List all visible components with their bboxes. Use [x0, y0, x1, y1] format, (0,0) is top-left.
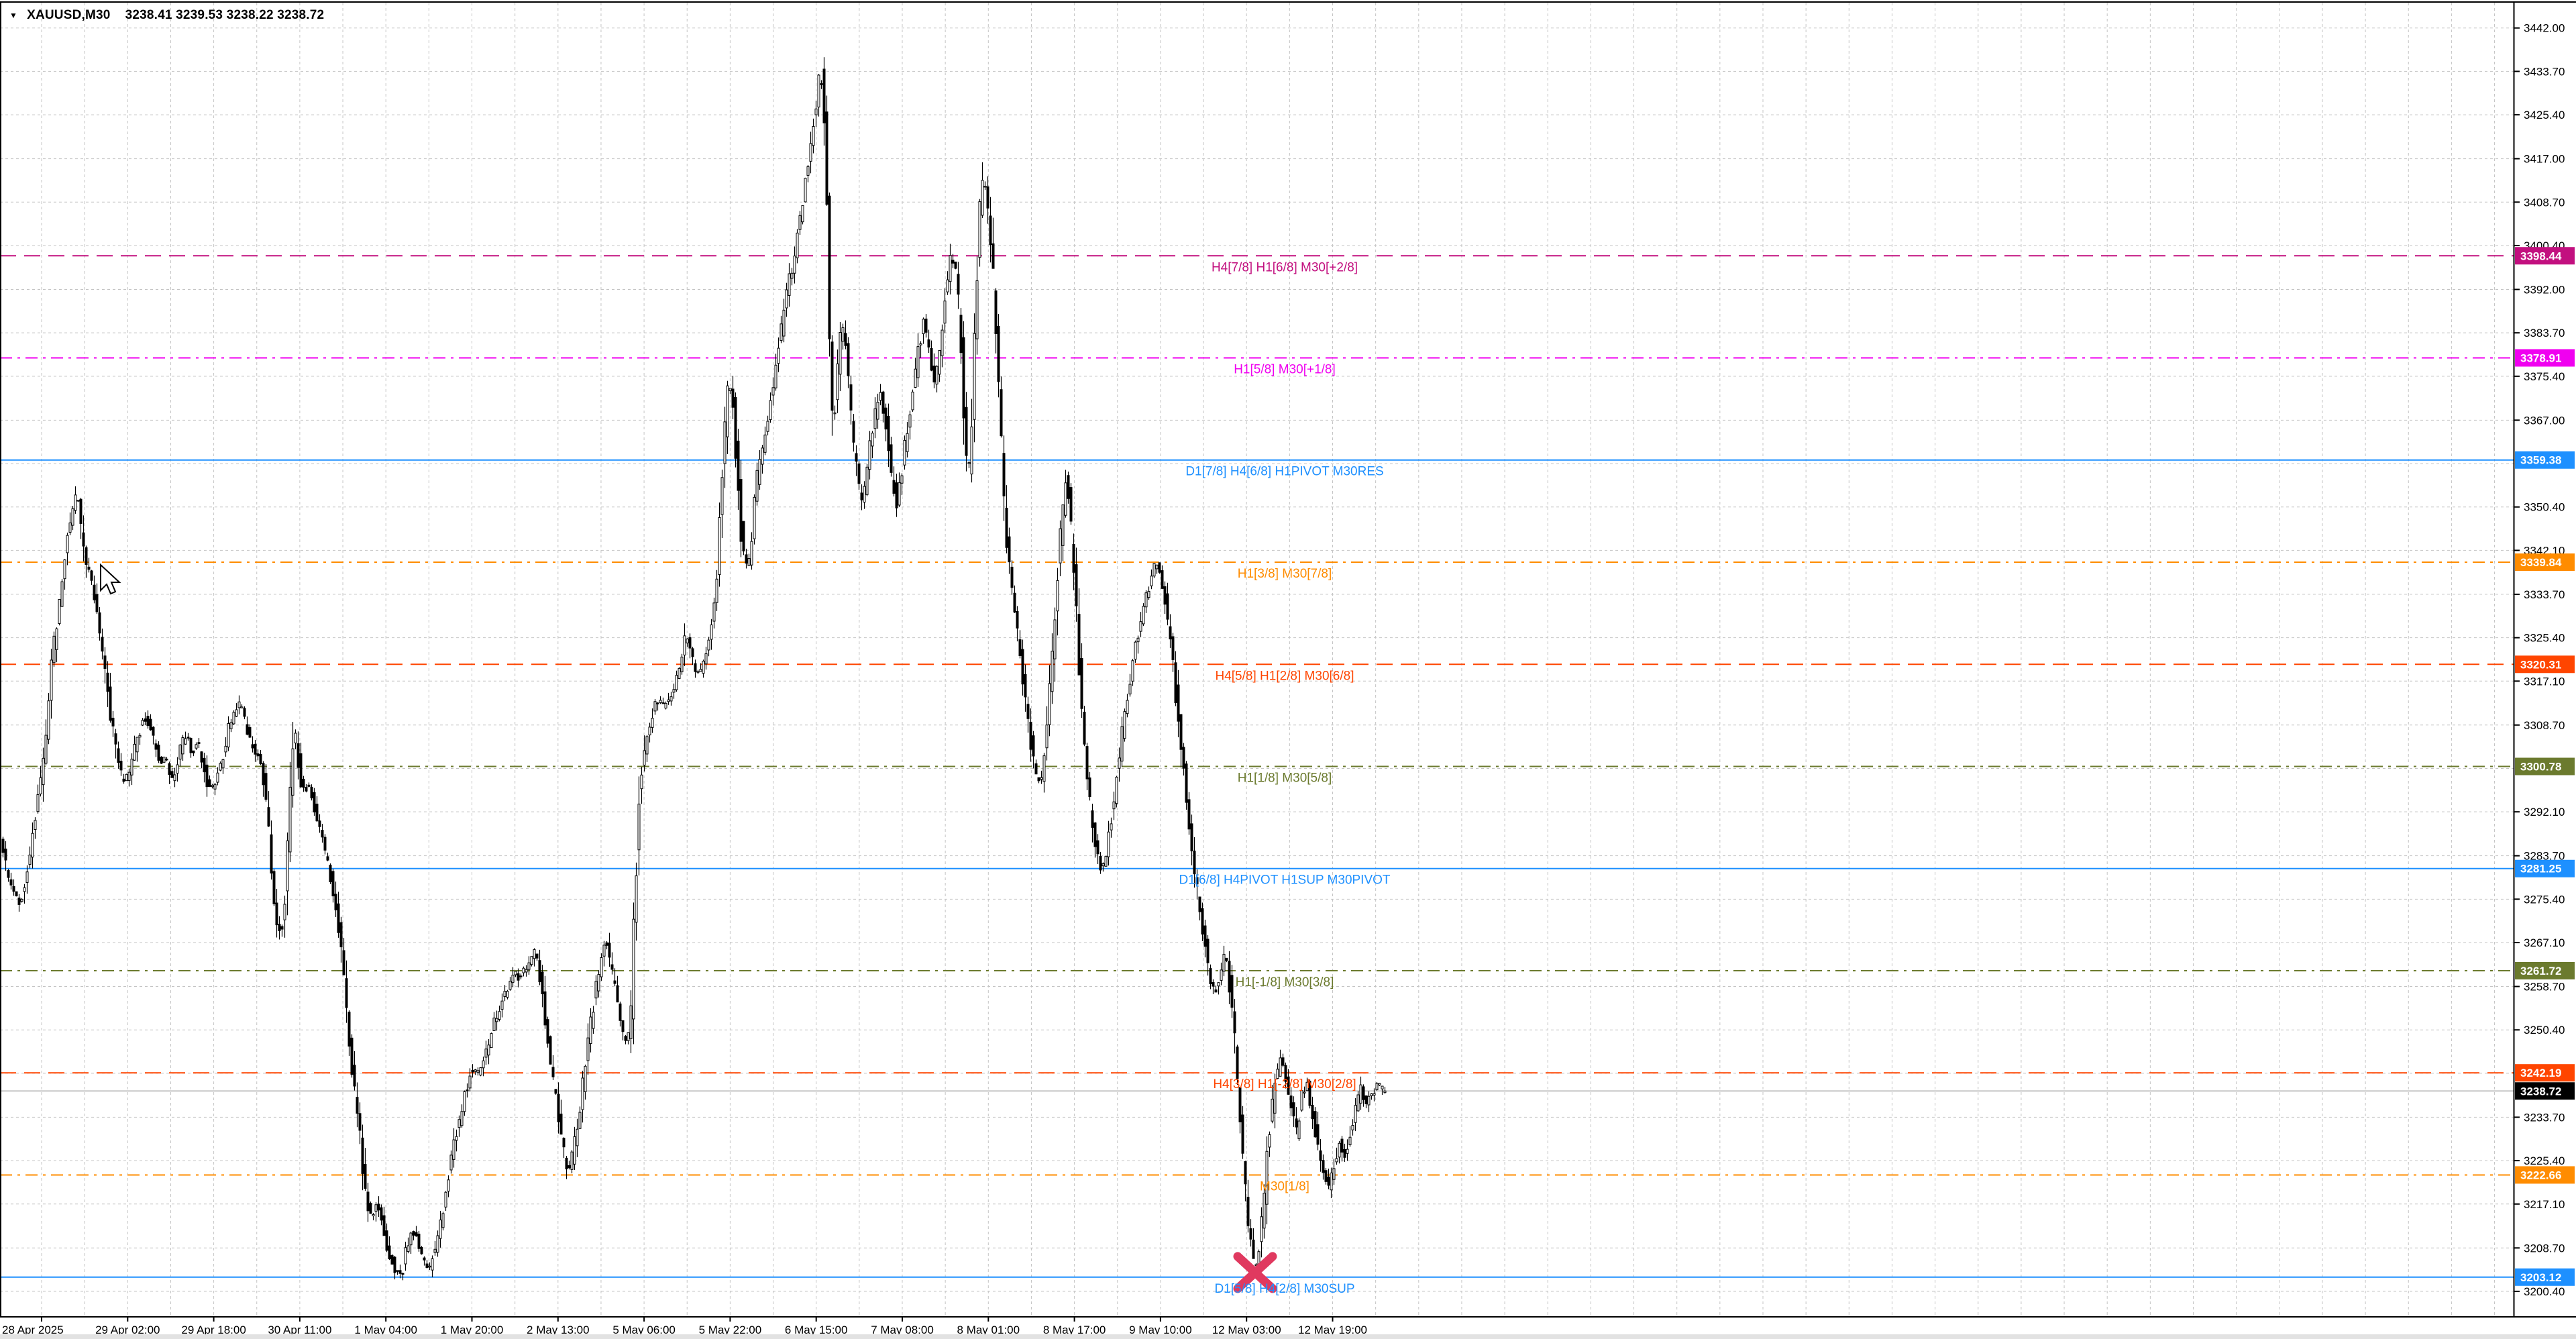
svg-text:D1[6/8] H4PIVOT H1SUP M30PIVOT: D1[6/8] H4PIVOT H1SUP M30PIVOT [1179, 873, 1390, 888]
svg-text:8 May 01:00: 8 May 01:00 [957, 1324, 1020, 1336]
svg-text:7 May 08:00: 7 May 08:00 [871, 1324, 934, 1336]
svg-text:3275.40: 3275.40 [2524, 893, 2565, 906]
svg-text:3238.72: 3238.72 [2520, 1085, 2561, 1097]
svg-text:3339.84: 3339.84 [2520, 556, 2562, 569]
ohlc-values: 3238.41 3239.53 3238.22 3238.72 [125, 8, 325, 22]
svg-text:9 May 10:00: 9 May 10:00 [1129, 1324, 1192, 1336]
svg-text:3283.70: 3283.70 [2524, 850, 2565, 863]
svg-text:3367.00: 3367.00 [2524, 414, 2565, 427]
svg-text:3320.31: 3320.31 [2520, 658, 2561, 671]
svg-text:3208.70: 3208.70 [2524, 1242, 2565, 1254]
chart-title: ▼ XAUUSD,M30 3238.41 3239.53 3238.22 323… [9, 8, 324, 23]
svg-text:2 May 13:00: 2 May 13:00 [527, 1324, 590, 1336]
svg-text:1 May 20:00: 1 May 20:00 [441, 1324, 504, 1336]
svg-text:H4[5/8] H1[2/8] M30[6/8]: H4[5/8] H1[2/8] M30[6/8] [1215, 669, 1354, 683]
svg-text:3392.00: 3392.00 [2524, 283, 2565, 296]
svg-text:H1[5/8] M30[+1/8]: H1[5/8] M30[+1/8] [1234, 362, 1336, 376]
svg-text:8 May 17:00: 8 May 17:00 [1043, 1324, 1106, 1336]
svg-text:3378.91: 3378.91 [2520, 352, 2561, 364]
svg-text:3325.40: 3325.40 [2524, 632, 2565, 645]
svg-text:3300.78: 3300.78 [2520, 761, 2561, 773]
svg-text:3222.66: 3222.66 [2520, 1169, 2561, 1181]
svg-text:M30[1/8]: M30[1/8] [1260, 1179, 1309, 1193]
svg-text:3425.40: 3425.40 [2524, 109, 2565, 121]
svg-text:3261.72: 3261.72 [2520, 965, 2561, 977]
svg-text:5 May 06:00: 5 May 06:00 [612, 1324, 676, 1336]
level-labels: H4[7/8] H1[6/8] M30[+2/8] H1[5/8] M30[+1/… [1179, 260, 1390, 1296]
svg-text:3267.10: 3267.10 [2524, 936, 2565, 949]
svg-text:D1[7/8] H4[6/8] H1PIVOT M30RES: D1[7/8] H4[6/8] H1PIVOT M30RES [1185, 465, 1383, 479]
svg-text:3359.38: 3359.38 [2520, 454, 2561, 467]
svg-text:H4[7/8] H1[6/8] M30[+2/8]: H4[7/8] H1[6/8] M30[+2/8] [1212, 260, 1358, 274]
svg-text:28 Apr 2025: 28 Apr 2025 [2, 1324, 64, 1336]
svg-text:D1[5/8] H4[2/8] M30SUP: D1[5/8] H4[2/8] M30SUP [1214, 1282, 1354, 1296]
svg-text:H1[-1/8] M30[3/8]: H1[-1/8] M30[3/8] [1236, 975, 1334, 989]
svg-text:29 Apr 18:00: 29 Apr 18:00 [181, 1324, 246, 1336]
svg-text:3398.44: 3398.44 [2520, 250, 2562, 262]
svg-text:3200.40: 3200.40 [2524, 1285, 2565, 1298]
symbol-dropdown-icon[interactable]: ▼ [9, 11, 18, 20]
svg-text:3233.70: 3233.70 [2524, 1111, 2565, 1124]
mouse-cursor [100, 563, 121, 595]
svg-text:3333.70: 3333.70 [2524, 588, 2565, 601]
svg-text:3203.12: 3203.12 [2520, 1271, 2561, 1284]
svg-text:12 May 19:00: 12 May 19:00 [1298, 1324, 1367, 1336]
svg-text:H1[3/8] M30[7/8]: H1[3/8] M30[7/8] [1238, 567, 1332, 581]
svg-text:3442.00: 3442.00 [2524, 22, 2565, 35]
svg-text:H4[3/8] H1[-2/8] M30[2/8]: H4[3/8] H1[-2/8] M30[2/8] [1213, 1077, 1356, 1091]
svg-text:H1[1/8] M30[5/8]: H1[1/8] M30[5/8] [1238, 771, 1332, 786]
svg-text:29 Apr 02:00: 29 Apr 02:00 [95, 1324, 160, 1336]
svg-text:3258.70: 3258.70 [2524, 981, 2565, 994]
svg-text:1 May 04:00: 1 May 04:00 [354, 1324, 417, 1336]
sell-cross-marker [1233, 1252, 1277, 1293]
time-axis: 28 Apr 2025 29 Apr 02:00 29 Apr 18:00 30 Ap… [2, 1317, 1367, 1336]
svg-text:3433.70: 3433.70 [2524, 65, 2565, 78]
symbol-period-label: XAUUSD,M30 [27, 8, 111, 22]
price-badges: 3398.44 3378.91 3359.38 3339.84 3320.31 3300.… [2515, 247, 2575, 1286]
svg-text:3292.10: 3292.10 [2524, 806, 2565, 818]
svg-text:30 Apr 11:00: 30 Apr 11:00 [268, 1324, 331, 1336]
svg-text:3350.40: 3350.40 [2524, 501, 2565, 514]
svg-text:3383.70: 3383.70 [2524, 327, 2565, 339]
svg-text:3308.70: 3308.70 [2524, 719, 2565, 732]
svg-text:3225.40: 3225.40 [2524, 1155, 2565, 1167]
svg-text:3417.00: 3417.00 [2524, 153, 2565, 166]
svg-text:3242.19: 3242.19 [2520, 1067, 2561, 1079]
svg-text:3317.10: 3317.10 [2524, 675, 2565, 688]
svg-text:3408.70: 3408.70 [2524, 196, 2565, 209]
svg-text:6 May 15:00: 6 May 15:00 [785, 1324, 848, 1336]
svg-text:3281.25: 3281.25 [2520, 863, 2561, 875]
svg-text:3250.40: 3250.40 [2524, 1024, 2565, 1036]
grid-lines [0, 3, 2514, 1317]
candles [1, 57, 1387, 1281]
svg-text:3217.10: 3217.10 [2524, 1198, 2565, 1211]
svg-text:5 May 22:00: 5 May 22:00 [699, 1324, 762, 1336]
window-bottom-edge [0, 1334, 2576, 1339]
svg-text:12 May 03:00: 12 May 03:00 [1212, 1324, 1281, 1336]
svg-text:3375.40: 3375.40 [2524, 370, 2565, 383]
